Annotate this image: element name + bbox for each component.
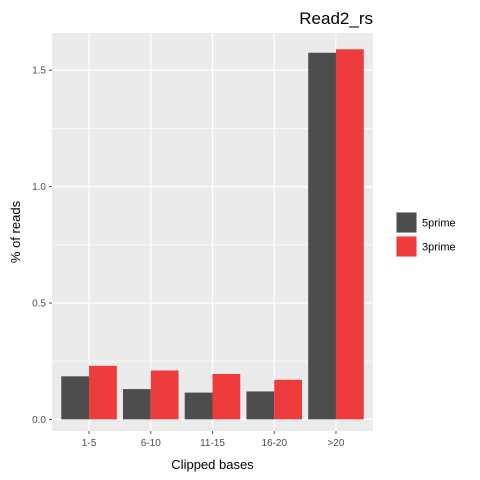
bar-5prime-3 bbox=[246, 391, 275, 420]
y-tick-label: 1.0 bbox=[32, 182, 46, 193]
legend: 5prime 3prime bbox=[396, 212, 456, 257]
chart-title: Read2_rs bbox=[299, 9, 373, 28]
y-tick-label: 0.0 bbox=[32, 415, 46, 426]
x-axis: 1-5 6-10 11-15 16-20 >20 bbox=[82, 431, 345, 449]
bars-layer bbox=[61, 49, 364, 420]
bar-5prime-2 bbox=[184, 392, 213, 420]
y-axis-title: % of reads bbox=[8, 200, 23, 263]
x-tick-label: >20 bbox=[327, 438, 344, 449]
bar-5prime-4 bbox=[308, 52, 336, 420]
y-tick-label: 0.5 bbox=[32, 298, 46, 309]
legend-swatch-5prime bbox=[396, 212, 417, 233]
y-tick-label: 1.5 bbox=[32, 66, 46, 77]
bar-3prime-3 bbox=[274, 379, 303, 420]
x-tick-label: 16-20 bbox=[261, 438, 287, 449]
x-tick-label: 11-15 bbox=[200, 438, 225, 449]
bar-5prime-0 bbox=[61, 376, 90, 420]
bar-3prime-0 bbox=[89, 365, 117, 420]
legend-swatch-3prime bbox=[396, 236, 417, 257]
x-tick-label: 1-5 bbox=[82, 438, 97, 449]
bar-5prime-1 bbox=[122, 389, 151, 420]
y-axis: 0.0 0.5 1.0 1.5 bbox=[32, 66, 52, 426]
x-axis-title: Clipped bases bbox=[171, 457, 254, 472]
x-tick-label: 6-10 bbox=[141, 438, 161, 449]
legend-label-5prime: 5prime bbox=[422, 218, 456, 230]
legend-label-3prime: 3prime bbox=[422, 242, 456, 254]
bar-3prime-2 bbox=[212, 373, 241, 420]
bar-3prime-1 bbox=[150, 370, 179, 420]
bar-3prime-4 bbox=[335, 49, 364, 420]
